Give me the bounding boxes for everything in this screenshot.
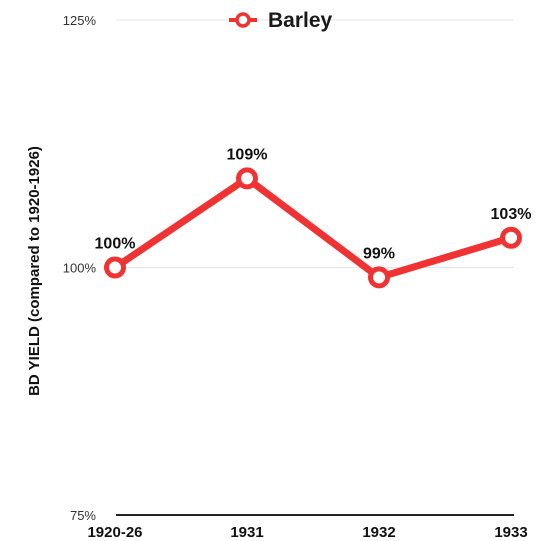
data-label: 109% [227,146,268,163]
x-tick-label: 1920-26 [87,524,142,541]
data-label: 100% [95,236,136,253]
data-point [500,226,522,249]
x-tick-label: 1933 [494,524,527,541]
y-axis-label: BD YIELD (compared to 1920-1926) [26,146,43,396]
gridlines [116,19,514,516]
data-label: 103% [491,206,532,223]
data-point [236,167,258,190]
data-labels: 100% 109% 99% 103% [95,146,532,262]
y-tick-label: 125% [63,13,97,28]
legend-marker-icon [235,12,251,28]
data-point [368,266,390,289]
legend: Barley [229,9,333,32]
y-tick-label: 100% [63,261,97,276]
series-line [111,174,515,281]
data-point [104,256,126,279]
data-label: 99% [363,245,395,262]
y-axis-ticks: 125% 100% 75% [63,13,97,523]
x-tick-label: 1931 [230,524,263,541]
x-axis-ticks: 1920-26 1931 1932 1933 [87,524,527,541]
x-tick-label: 1932 [362,524,395,541]
series-barley [104,167,522,289]
legend-label: Barley [268,9,333,32]
y-tick-label: 75% [70,508,96,523]
